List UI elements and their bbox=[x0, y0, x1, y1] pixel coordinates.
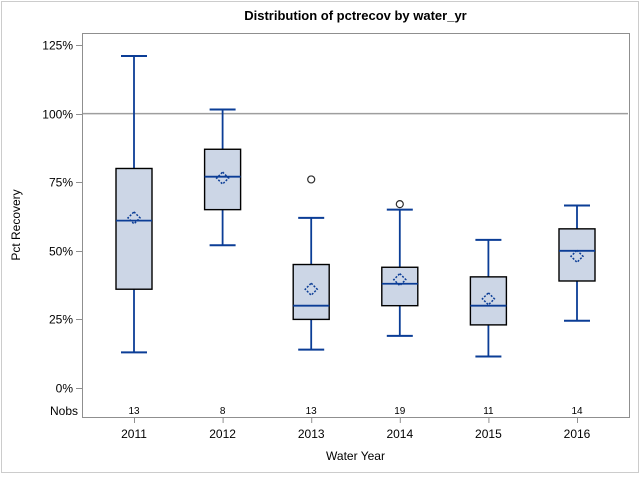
outlier-point bbox=[395, 200, 404, 209]
y-axis-title: Pct Recovery bbox=[9, 189, 23, 261]
mean-diamond bbox=[481, 291, 496, 306]
x-tick-label: 2014 bbox=[386, 427, 413, 441]
iqr-box bbox=[115, 167, 153, 290]
nobs-value: 8 bbox=[220, 406, 226, 417]
chart-title: Distribution of pctrecov by water_yr bbox=[244, 8, 467, 23]
y-tick-label: 0% bbox=[56, 382, 74, 396]
x-axis-title: Water Year bbox=[326, 449, 385, 463]
x-tick-label: 2011 bbox=[121, 427, 147, 441]
nobs-value: 14 bbox=[571, 406, 583, 417]
mean-diamond bbox=[304, 282, 319, 297]
box-group-2012: 2012 8 bbox=[203, 108, 242, 441]
y-tick-label: 50% bbox=[49, 245, 73, 259]
iqr-box bbox=[558, 228, 596, 282]
x-tick-label: 2015 bbox=[475, 427, 502, 441]
outlier-point bbox=[307, 175, 316, 184]
iqr-box bbox=[292, 263, 330, 321]
box-group-2016: 2016 14 bbox=[558, 204, 596, 441]
nobs-value: 13 bbox=[306, 406, 318, 417]
x-tick-label: 2012 bbox=[209, 427, 236, 441]
mean-diamond bbox=[215, 171, 230, 186]
box-group-2013: 2013 13 bbox=[292, 175, 330, 441]
iqr-box bbox=[381, 266, 419, 307]
mean-diamond bbox=[569, 249, 585, 264]
y-tick-label: 25% bbox=[49, 313, 73, 327]
box-group-2015: 2015 11 bbox=[469, 238, 508, 441]
box-group-2011: 2011 13 bbox=[115, 54, 153, 441]
x-tick-label: 2016 bbox=[564, 427, 591, 441]
mean-diamond bbox=[392, 272, 407, 287]
y-tick-label: 100% bbox=[42, 108, 73, 122]
box-group-2014: 2014 19 bbox=[381, 200, 419, 441]
y-tick-label: 125% bbox=[42, 39, 73, 53]
x-tick-label: 2013 bbox=[298, 427, 325, 441]
plot-area-border bbox=[82, 33, 630, 418]
iqr-box bbox=[469, 276, 508, 326]
iqr-box bbox=[203, 148, 242, 211]
nobs-value: 11 bbox=[483, 406, 494, 417]
nobs-value: 19 bbox=[394, 406, 406, 417]
mean-diamond bbox=[126, 210, 142, 225]
nobs-row-label: Nobs bbox=[49, 404, 78, 418]
nobs-value: 13 bbox=[128, 406, 140, 417]
y-tick-label: 75% bbox=[49, 176, 73, 190]
